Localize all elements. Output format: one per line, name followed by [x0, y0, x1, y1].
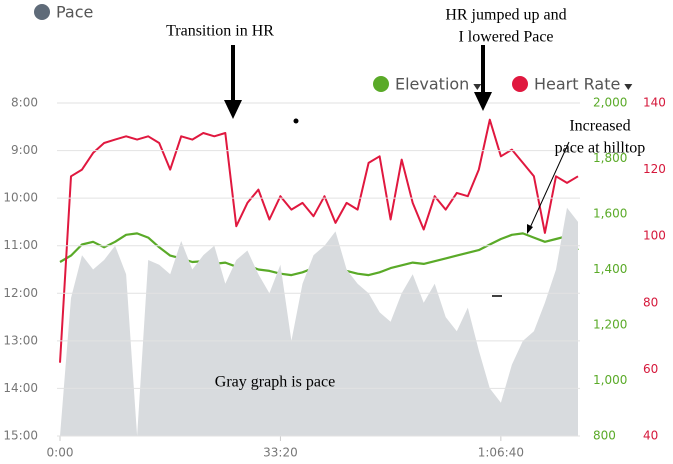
y2-tick-label: 2,000 — [593, 96, 627, 110]
y2-tick-label: 1,600 — [593, 207, 627, 221]
legend-dot — [373, 76, 389, 92]
annotation: I lowered Pace — [458, 29, 553, 46]
y-tick-label: 15:00 — [3, 429, 38, 443]
y2-tick-label: 800 — [593, 429, 616, 443]
y-tick-label: 14:00 — [3, 381, 38, 395]
arrows — [224, 45, 570, 297]
y2-tick-label: 1,400 — [593, 262, 627, 276]
x-tick-label: 0:00 — [47, 446, 74, 460]
y-tick-label: 8:00 — [11, 96, 38, 110]
stray-dot — [293, 118, 299, 124]
area-layer — [60, 207, 578, 436]
arrow-head — [527, 224, 533, 234]
legend-label: Heart Rate — [534, 75, 620, 94]
axes-layer: 8:00 9:00 10:00 11:00 12:00 13:00 14:00 15:00 2,… — [3, 96, 666, 460]
y3-tick-label: 140 — [643, 96, 666, 110]
annotation: Increased — [569, 118, 630, 135]
y2-tick-label: 1,200 — [593, 318, 627, 332]
pace-area — [60, 207, 578, 436]
y3-tick-label: 100 — [643, 229, 666, 243]
legend-label: Elevation — [395, 75, 469, 94]
grid-layer — [57, 102, 580, 437]
legend-dot — [512, 76, 528, 92]
annotation: Gray graph is pace — [215, 374, 335, 391]
y-tick-label: 9:00 — [11, 143, 38, 157]
annotation: pace at hilltop — [555, 140, 646, 157]
arrow — [528, 141, 570, 231]
y2-tick-label: 1,000 — [593, 373, 627, 387]
arrow-head — [224, 100, 242, 119]
y3-tick-label: 60 — [643, 362, 658, 376]
x-tick-label: 33:20 — [263, 446, 298, 460]
heart-rate-line — [59, 118, 579, 363]
y2-tick-label: 1,800 — [593, 151, 627, 165]
legend-dot — [34, 4, 50, 20]
y-tick-label: 11:00 — [3, 238, 38, 252]
legend-dropdown — [624, 84, 633, 90]
arrow-head — [474, 92, 492, 111]
y-tick-label: 13:00 — [3, 333, 38, 347]
annotation: HR jumped up and — [445, 7, 566, 24]
legend-label: Pace — [56, 3, 93, 22]
x-tick-label: 1:06:40 — [478, 446, 524, 460]
legend-layer: Pace Elevation Heart Rate — [34, 3, 633, 94]
y-tick-label: 12:00 — [3, 286, 38, 300]
y3-tick-label: 40 — [643, 429, 658, 443]
y3-tick-label: 80 — [643, 295, 658, 309]
y-tick-label: 10:00 — [3, 191, 38, 205]
annotation: Transition in HR — [166, 23, 274, 40]
notes-layer: Transition in HR HR jumped up and I lowere… — [166, 7, 645, 391]
y3-tick-label: 120 — [643, 162, 666, 176]
legend-dropdown — [473, 84, 482, 90]
